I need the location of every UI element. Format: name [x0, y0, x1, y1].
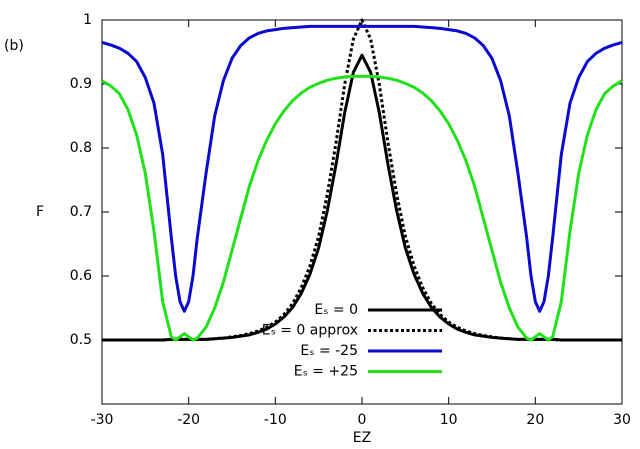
y-tick-label: 0.6: [70, 268, 92, 284]
panel-label: (b): [4, 38, 24, 54]
series-line: [101, 74, 623, 342]
y-tick-label: 0.8: [70, 140, 92, 156]
x-tick-label: -10: [264, 412, 287, 428]
x-axis-label: EZ: [353, 430, 371, 446]
x-tick-label: -30: [91, 412, 114, 428]
y-tick-label: 0.7: [70, 204, 92, 220]
x-tick-label: -20: [177, 412, 200, 428]
y-tick-label: 0.9: [70, 76, 92, 92]
legend-label: Eₛ = 0: [314, 302, 358, 318]
x-tick-label: 0: [358, 412, 367, 428]
x-tick-label: 20: [526, 412, 544, 428]
legend-label: Eₛ = -25: [300, 343, 358, 359]
y-tick-label: 0.5: [70, 332, 92, 348]
legend-label: Eₛ = +25: [294, 364, 358, 380]
series-line: [102, 18, 622, 342]
x-tick-label: 30: [613, 412, 631, 428]
y-tick-label: 1: [83, 12, 92, 28]
y-axis-label: F: [36, 204, 44, 220]
legend-label: Eₛ = 0 approx: [262, 323, 358, 339]
series-line: [101, 24, 623, 313]
x-tick-label: 10: [440, 412, 458, 428]
